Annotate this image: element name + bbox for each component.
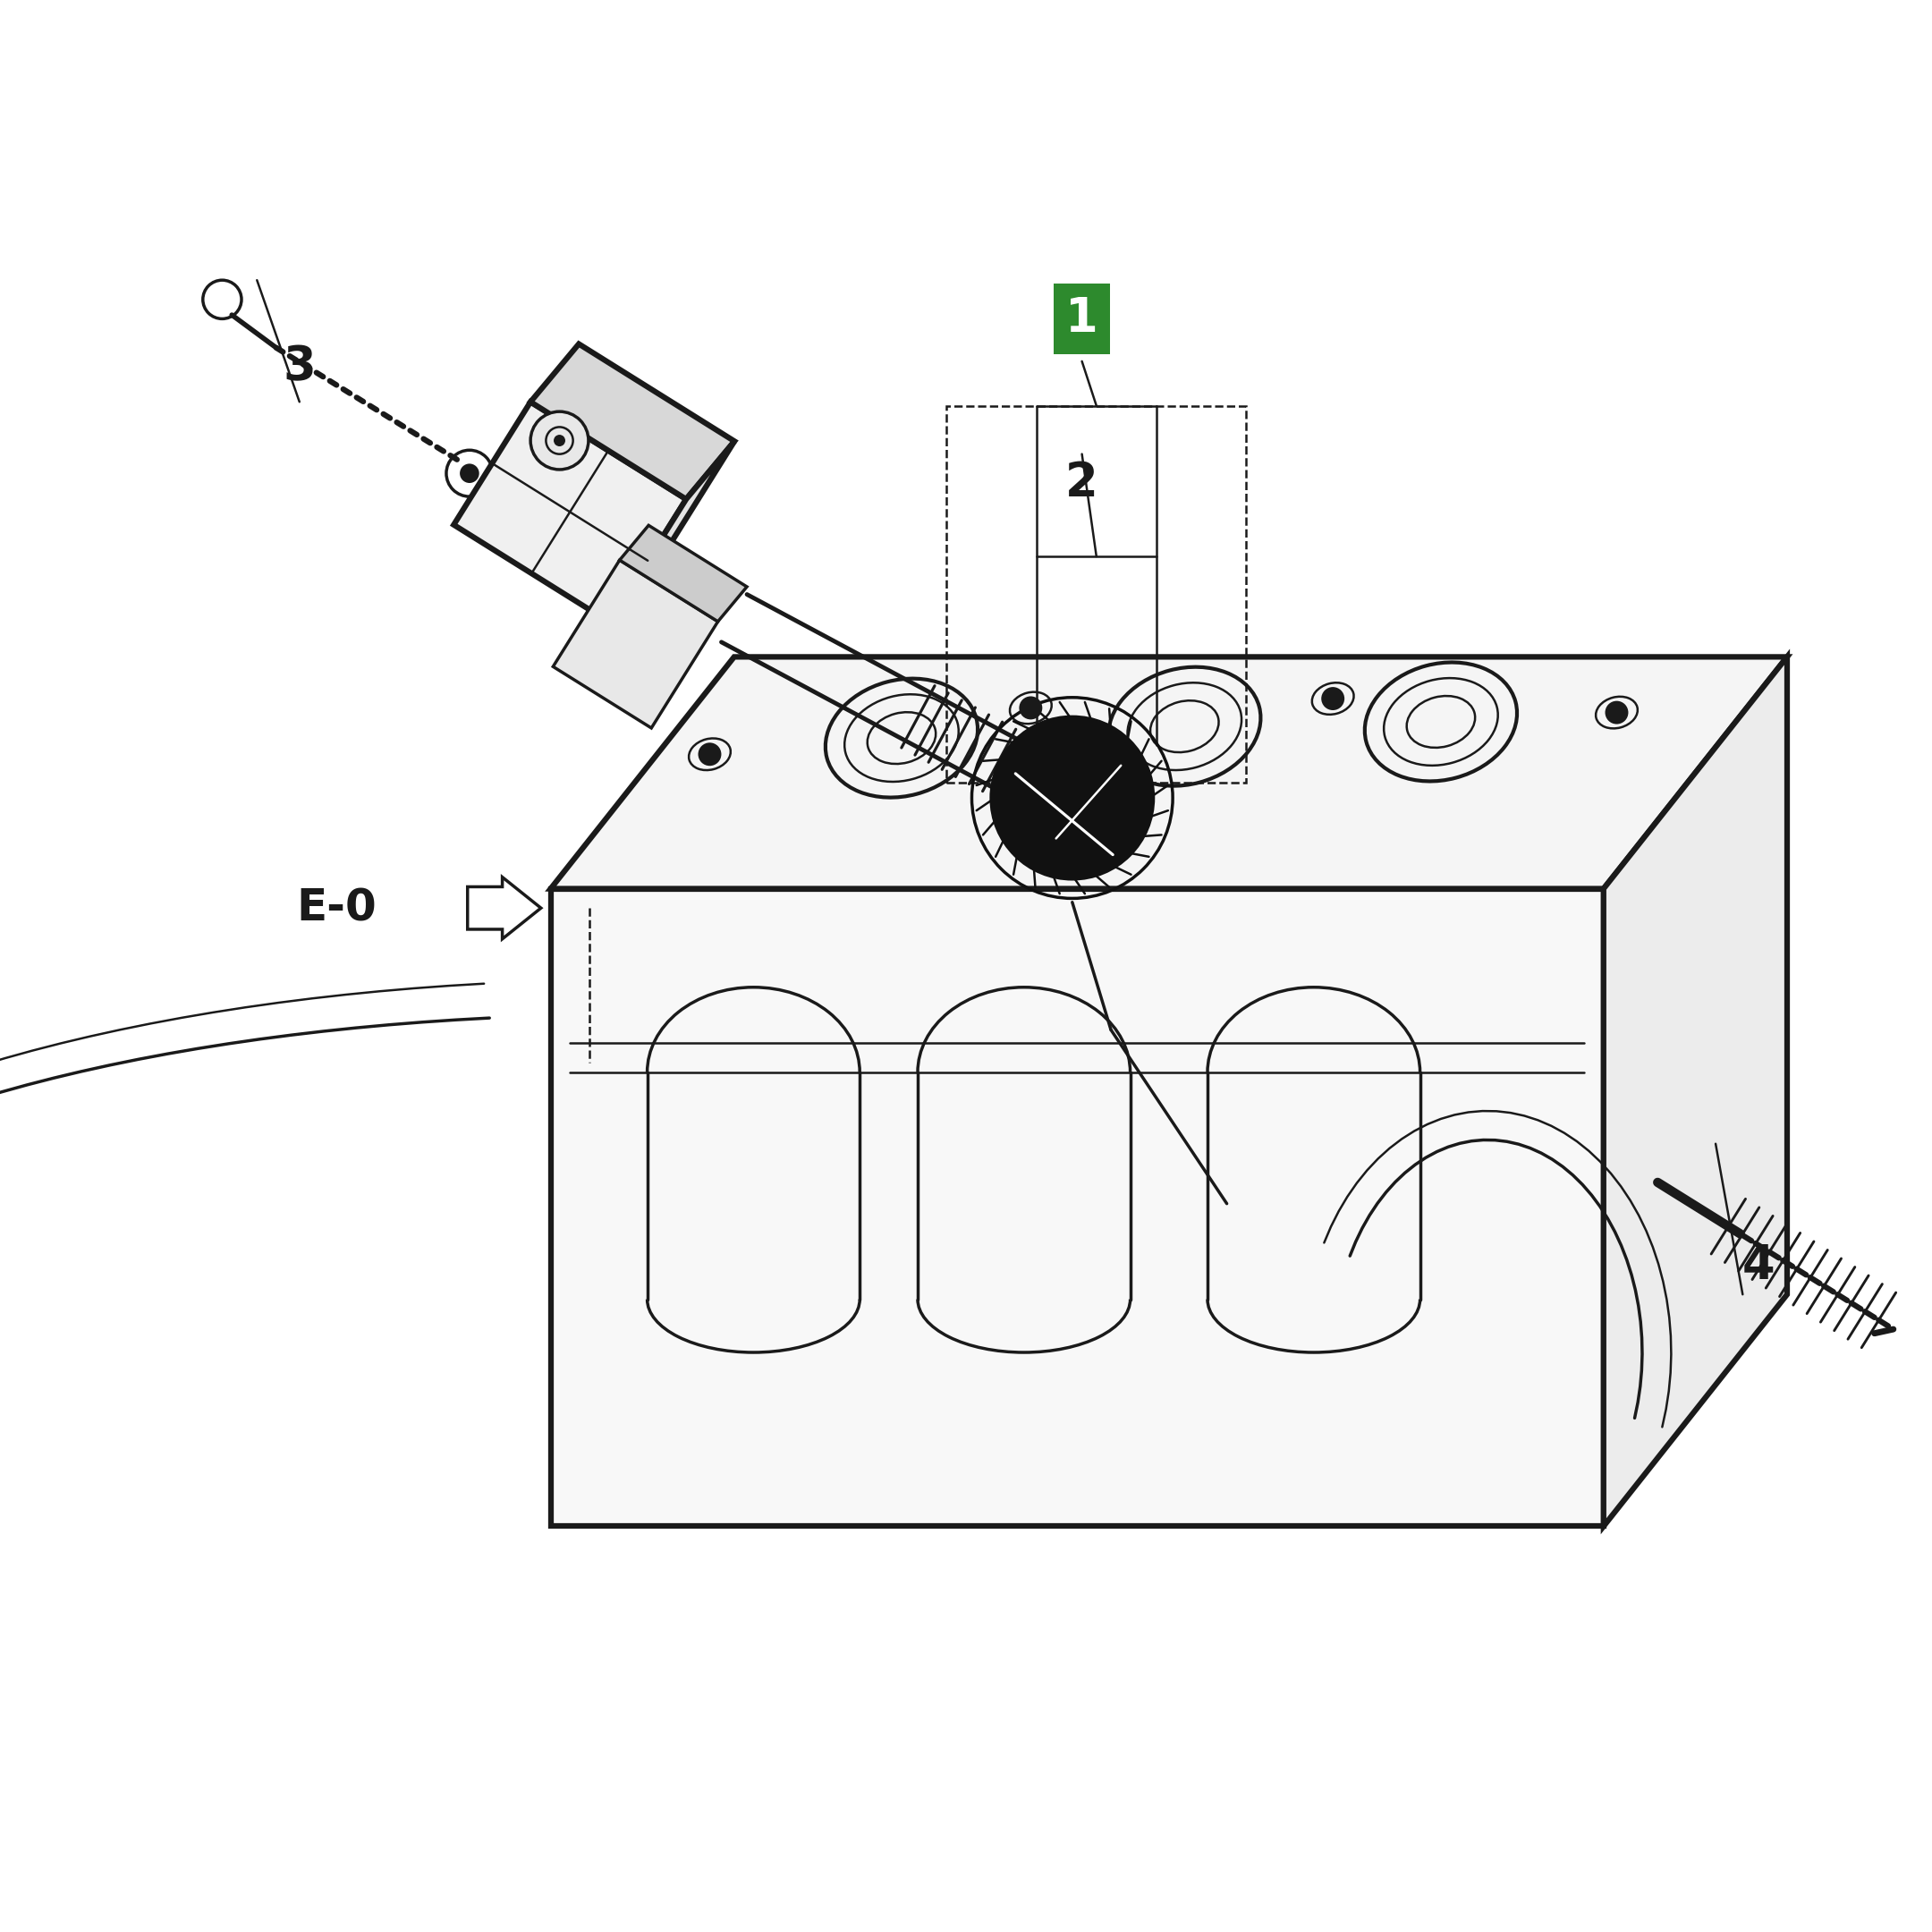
Text: 1: 1 bbox=[1065, 296, 1099, 342]
Polygon shape bbox=[551, 889, 1604, 1526]
Polygon shape bbox=[620, 526, 748, 622]
Polygon shape bbox=[1604, 657, 1787, 1526]
Circle shape bbox=[1605, 701, 1629, 724]
Text: 3: 3 bbox=[282, 344, 317, 390]
Text: 2: 2 bbox=[1065, 460, 1099, 506]
Polygon shape bbox=[454, 402, 686, 622]
Polygon shape bbox=[551, 657, 1787, 889]
Circle shape bbox=[991, 717, 1153, 879]
Circle shape bbox=[531, 412, 589, 469]
Circle shape bbox=[460, 464, 479, 483]
Polygon shape bbox=[553, 560, 719, 728]
Circle shape bbox=[1018, 696, 1041, 719]
Circle shape bbox=[697, 742, 721, 765]
Circle shape bbox=[1321, 688, 1345, 711]
Polygon shape bbox=[609, 440, 734, 622]
Text: E-0: E-0 bbox=[296, 887, 377, 929]
Polygon shape bbox=[531, 344, 734, 498]
Circle shape bbox=[554, 435, 566, 446]
Text: 4: 4 bbox=[1743, 1242, 1774, 1289]
Bar bbox=[947, 406, 1246, 782]
